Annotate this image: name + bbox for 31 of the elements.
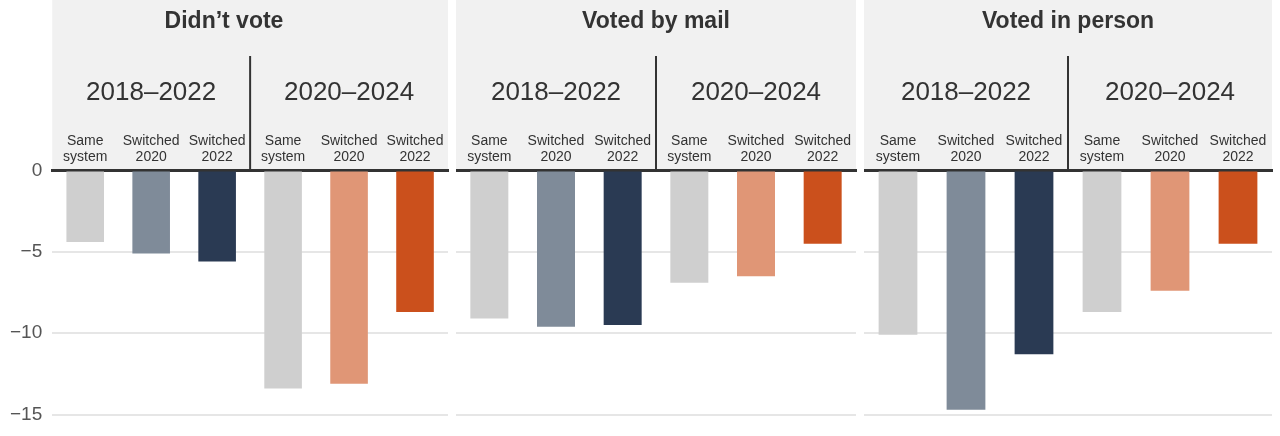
x-tick-label: Same system [63, 132, 108, 164]
x-tick-label: Switched 2020 [937, 132, 995, 164]
text: 2018–2022 [900, 75, 1032, 106]
chart-title: Voted by mail [582, 7, 730, 34]
chart-title: Didn’t vote [164, 7, 284, 34]
x-tick-label: Same system [260, 132, 306, 164]
x-tick-label: Switched 2022 [1005, 132, 1063, 164]
x-tick-label: Switched 2020 [320, 132, 378, 164]
x-tick-label: Switched 2022 [1209, 132, 1267, 164]
x-tick-label: Switched 2022 [188, 132, 246, 164]
x-tick-label: Same system [667, 132, 712, 164]
y-tick-label: 0 [31, 158, 43, 180]
x-tick-label: Same system [1079, 132, 1125, 164]
chart-title: Voted in person [981, 7, 1155, 34]
text: 2020–2024 [1104, 75, 1236, 106]
text: 2018–2022 [86, 75, 217, 106]
x-tick-label: Same system [875, 132, 921, 164]
x-tick-label: Switched 2020 [727, 132, 785, 164]
text: 2020–2024 [283, 75, 415, 106]
x-tick-label: Switched 2022 [386, 132, 444, 164]
y-tick-label: −10 [10, 321, 43, 343]
text: 2018–2022 [490, 75, 622, 106]
x-tick-label: Switched 2020 [527, 132, 585, 164]
y-tick-label: −5 [20, 240, 43, 262]
x-tick-label: Switched 2022 [594, 132, 652, 164]
y-tick-label: −15 [10, 402, 43, 424]
x-tick-label: Switched 2020 [1141, 132, 1199, 164]
x-tick-label: Same system [467, 132, 512, 164]
x-tick-label: Switched 2020 [122, 132, 180, 164]
text: 2020–2024 [690, 75, 822, 106]
x-tick-label: Switched 2022 [794, 132, 852, 164]
